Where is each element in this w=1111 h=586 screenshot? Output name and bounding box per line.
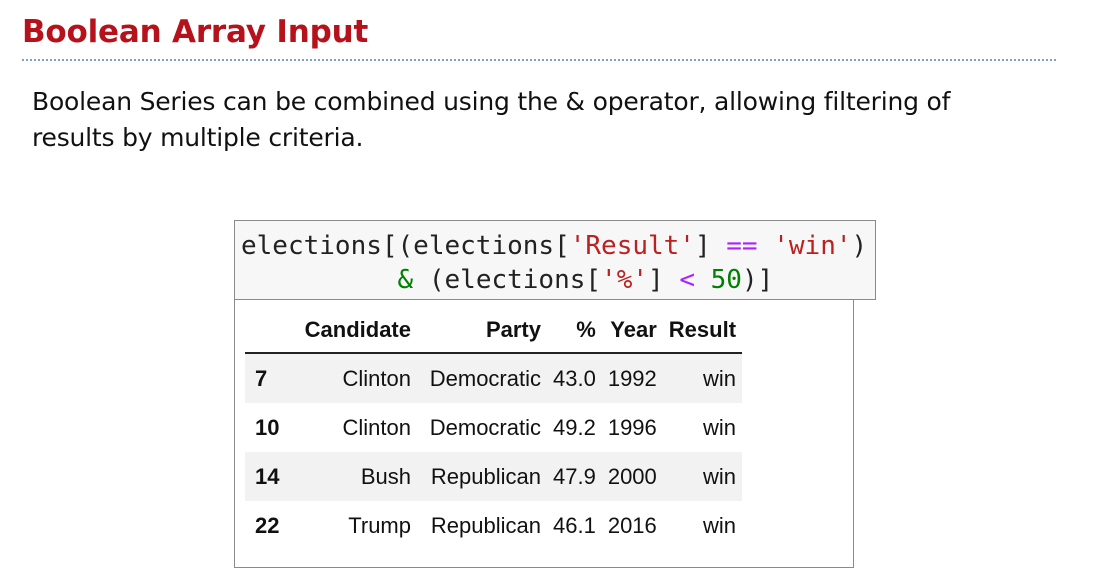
column-header-index <box>245 308 293 354</box>
table-row: 14 Bush Republican 47.9 2000 win <box>245 452 743 501</box>
cell-party: Republican <box>430 512 541 538</box>
cell-party: Republican <box>430 463 541 489</box>
cell-percent: 49.2 <box>553 414 596 440</box>
cell-percent: 43.0 <box>553 365 596 391</box>
code-cell: elections[(elections['Result'] == 'win')… <box>234 220 876 300</box>
title-dotted-rule <box>22 59 1056 61</box>
code-text-token <box>241 265 398 295</box>
cell-result: win <box>703 463 737 489</box>
column-header-percent: % <box>547 308 602 354</box>
code-operator-token: < <box>679 265 695 295</box>
code-number-token: 50 <box>710 265 742 295</box>
cell-year: 1996 <box>607 414 657 440</box>
cell-result: win <box>703 414 737 440</box>
cell-year: 2016 <box>607 512 657 538</box>
row-index: 7 <box>255 365 268 391</box>
cell-year: 1992 <box>607 365 657 391</box>
code-text-token: (elections[ <box>413 265 602 295</box>
column-header-candidate: Candidate <box>293 308 417 354</box>
dataframe-output: Candidate Party % Year Result 7 Clinton … <box>234 300 854 568</box>
column-header-result: Result <box>662 308 743 354</box>
code-text-token: ) <box>851 231 868 261</box>
cell-candidate: Bush <box>360 463 411 489</box>
code-string-token: '%' <box>601 265 649 295</box>
body-text: Boolean Series can be combined using the… <box>32 87 951 152</box>
row-index: 10 <box>255 414 280 440</box>
cell-result: win <box>703 512 737 538</box>
row-index: 22 <box>255 512 280 538</box>
code-text-token: ] <box>648 265 680 295</box>
code-text-token: ] <box>694 231 727 261</box>
cell-percent: 47.9 <box>553 463 596 489</box>
code-string-token: 'win' <box>773 231 852 261</box>
cell-party: Democratic <box>429 414 541 440</box>
table-row: 7 Clinton Democratic 43.0 1992 win <box>245 353 743 403</box>
code-text-token <box>758 231 774 261</box>
code-operator-token: == <box>726 231 758 261</box>
dataframe-table: Candidate Party % Year Result 7 Clinton … <box>245 308 743 550</box>
cell-party: Democratic <box>429 365 541 391</box>
cell-candidate: Clinton <box>342 365 411 391</box>
code-line-2: & (elections['%'] < 50)] <box>241 263 875 297</box>
cell-year: 2000 <box>607 463 657 489</box>
cell-percent: 46.1 <box>553 512 596 538</box>
code-operator-token: & <box>397 265 414 295</box>
table-header-row: Candidate Party % Year Result <box>245 308 743 354</box>
cell-candidate: Clinton <box>342 414 411 440</box>
table-row: 10 Clinton Democratic 49.2 1996 win <box>245 403 743 452</box>
code-text-token: )] <box>741 265 774 295</box>
row-index: 14 <box>255 463 280 489</box>
column-header-year: Year <box>601 308 663 354</box>
column-header-party: Party <box>417 308 547 354</box>
code-string-token: 'Result' <box>569 231 695 261</box>
cell-result: win <box>703 365 737 391</box>
slide-title: Boolean Array Input <box>22 14 369 50</box>
cell-candidate: Trump <box>348 512 411 538</box>
table-row: 22 Trump Republican 46.1 2016 win <box>245 501 743 550</box>
code-text-token <box>695 265 711 295</box>
code-line-1: elections[(elections['Result'] == 'win') <box>241 229 875 263</box>
code-text-token: elections[(elections[ <box>241 231 570 261</box>
